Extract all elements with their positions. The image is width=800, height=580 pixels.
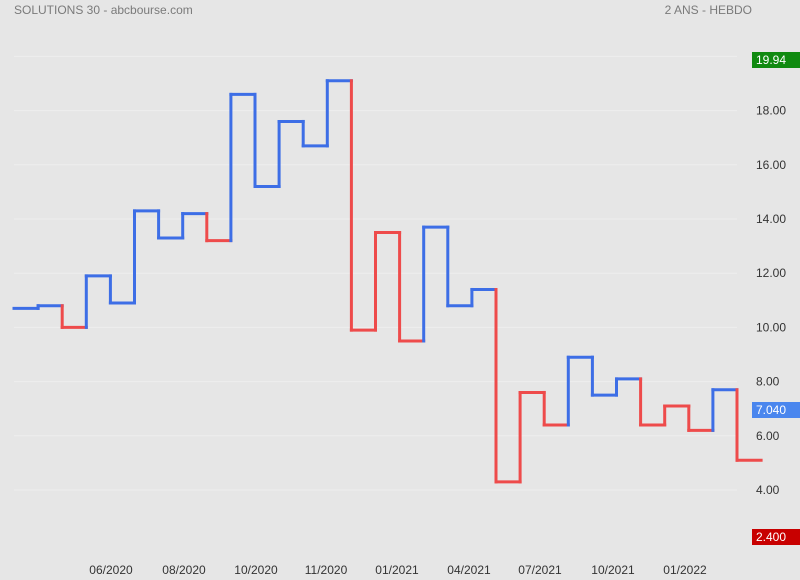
y-tick-label: 4.00 [756,483,780,497]
x-tick-label: 10/2021 [591,563,635,577]
x-tick-label: 01/2022 [663,563,707,577]
x-tick-label: 07/2021 [518,563,562,577]
y-tick-label: 12.00 [756,266,786,280]
high-badge: 19.94 [756,53,786,67]
high-badge-bg [752,52,800,68]
low-badge-bg [752,529,800,545]
y-tick-label: 14.00 [756,212,786,226]
x-tick-label: 01/2021 [375,563,419,577]
x-tick-label: 08/2020 [162,563,206,577]
y-tick-label: 8.00 [756,375,780,389]
x-tick-label: 11/2020 [305,563,348,577]
low-badge: 2.400 [756,530,786,544]
y-tick-label: 6.00 [756,429,780,443]
chart-title: SOLUTIONS 30 - abcbourse.com [14,3,193,17]
x-tick-label: 06/2020 [89,563,133,577]
last-badge: 7.040 [756,403,786,417]
last-badge-bg [752,402,800,418]
y-tick-label: 16.00 [756,158,786,172]
y-tick-label: 10.00 [756,320,786,334]
x-tick-label: 10/2020 [234,563,278,577]
x-tick-label: 04/2021 [447,563,491,577]
y-tick-label: 18.00 [756,104,786,118]
chart-period: 2 ANS - HEBDO [664,3,752,17]
